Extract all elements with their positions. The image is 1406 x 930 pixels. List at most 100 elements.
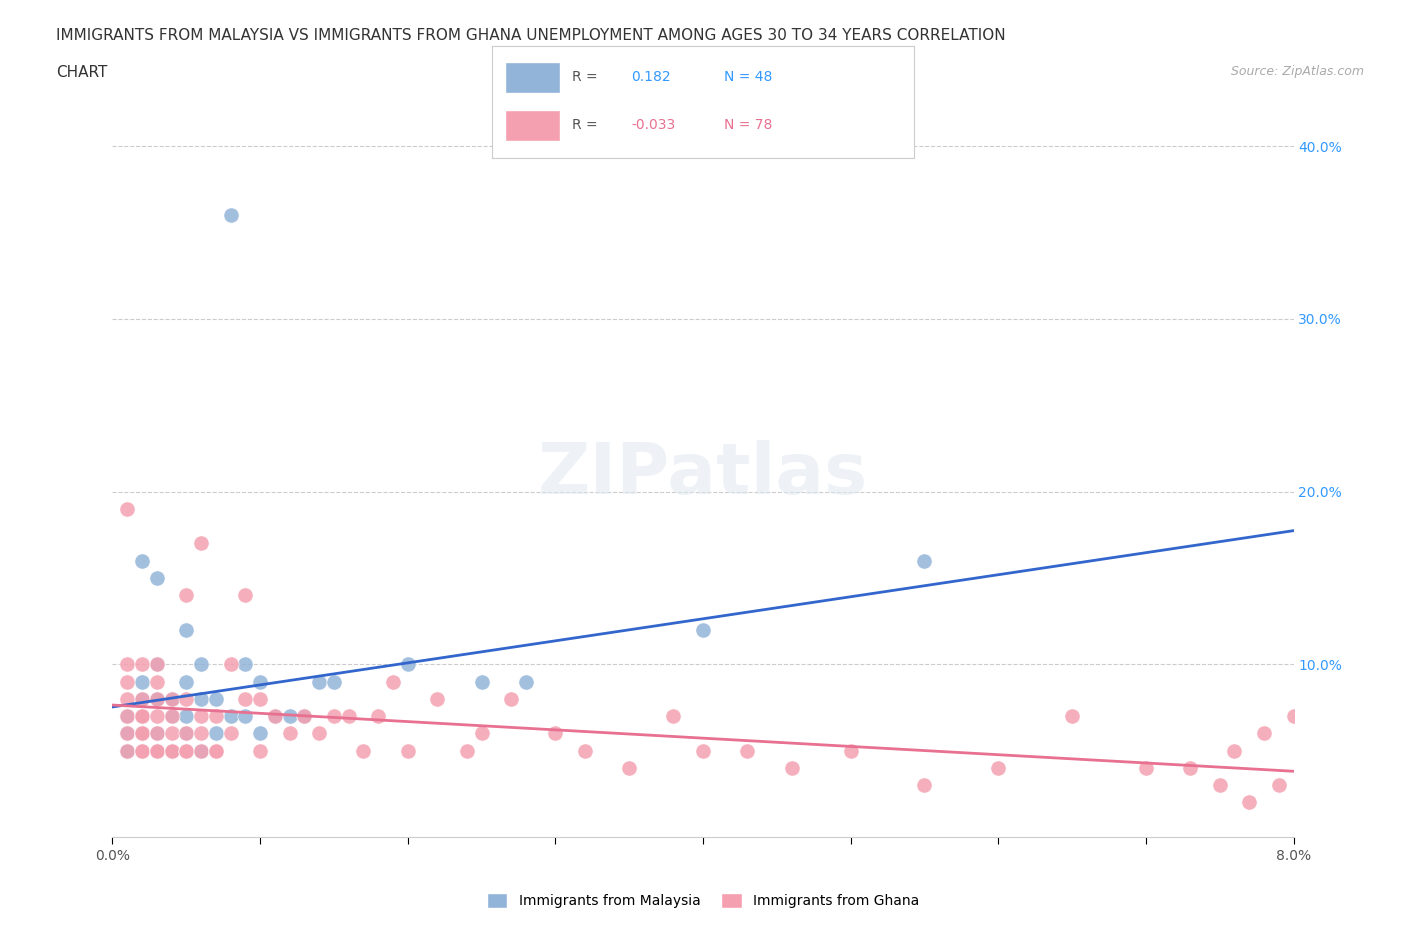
Text: N = 78: N = 78 [724,117,772,132]
Point [1062,709,1084,724]
Point [174,622,197,637]
Point [131,726,153,741]
Text: R =: R = [572,117,602,132]
Point [1223,743,1246,758]
Point [160,743,183,758]
Text: R =: R = [572,70,602,84]
Point [117,743,138,758]
Point [337,709,360,724]
Point [662,709,685,724]
Point [160,743,183,758]
FancyBboxPatch shape [505,110,560,141]
Point [367,709,389,724]
Point [146,674,169,689]
Point [131,691,153,706]
Legend: Immigrants from Malaysia, Immigrants from Ghana: Immigrants from Malaysia, Immigrants fro… [481,888,925,914]
Point [619,761,641,776]
Point [160,743,183,758]
Point [264,709,287,724]
Point [146,743,169,758]
Point [914,777,936,792]
Point [737,743,759,758]
Point [205,726,228,741]
Text: 0.182: 0.182 [631,70,671,84]
Point [1135,761,1157,776]
Text: CHART: CHART [56,65,108,80]
Point [205,691,228,706]
Point [131,726,153,741]
Point [117,726,138,741]
Point [131,657,153,671]
Point [174,709,197,724]
Point [219,657,242,671]
Point [278,709,301,724]
Point [146,657,169,671]
Point [1253,726,1275,741]
Point [219,709,242,724]
Point [1268,777,1291,792]
Point [292,709,315,724]
Point [323,709,346,724]
Point [249,691,271,706]
Point [219,726,242,741]
Point [292,709,315,724]
Text: Source: ZipAtlas.com: Source: ZipAtlas.com [1230,65,1364,78]
Point [501,691,523,706]
Point [233,657,256,671]
Point [160,726,183,741]
Point [146,570,169,585]
Point [131,743,153,758]
Point [174,691,197,706]
Point [117,691,138,706]
Point [456,743,478,758]
Text: N = 48: N = 48 [724,70,772,84]
Point [396,657,419,671]
Point [174,726,197,741]
Point [352,743,374,758]
Point [174,743,197,758]
Text: ZIPatlas: ZIPatlas [538,440,868,509]
Point [117,709,138,724]
Point [205,743,228,758]
Point [117,743,138,758]
Point [382,674,405,689]
Point [190,709,212,724]
Point [146,726,169,741]
Point [308,674,330,689]
Point [308,726,330,741]
Point [249,726,271,741]
Text: -0.033: -0.033 [631,117,675,132]
Point [780,761,803,776]
Point [131,553,153,568]
Point [233,709,256,724]
Point [190,726,212,741]
Point [471,726,494,741]
Point [146,691,169,706]
Point [190,657,212,671]
Point [131,743,153,758]
Point [174,743,197,758]
Point [160,691,183,706]
Point [146,726,169,741]
Point [1282,709,1305,724]
Point [131,691,153,706]
Point [117,709,138,724]
Point [174,588,197,603]
Point [323,674,346,689]
Point [190,743,212,758]
Point [1178,761,1201,776]
Point [131,726,153,741]
Point [160,691,183,706]
Point [160,709,183,724]
Point [146,743,169,758]
Point [131,709,153,724]
Point [174,726,197,741]
Point [264,709,287,724]
Point [205,743,228,758]
Point [146,691,169,706]
Point [131,674,153,689]
Point [174,674,197,689]
Point [160,709,183,724]
Point [249,674,271,689]
Point [1208,777,1232,792]
